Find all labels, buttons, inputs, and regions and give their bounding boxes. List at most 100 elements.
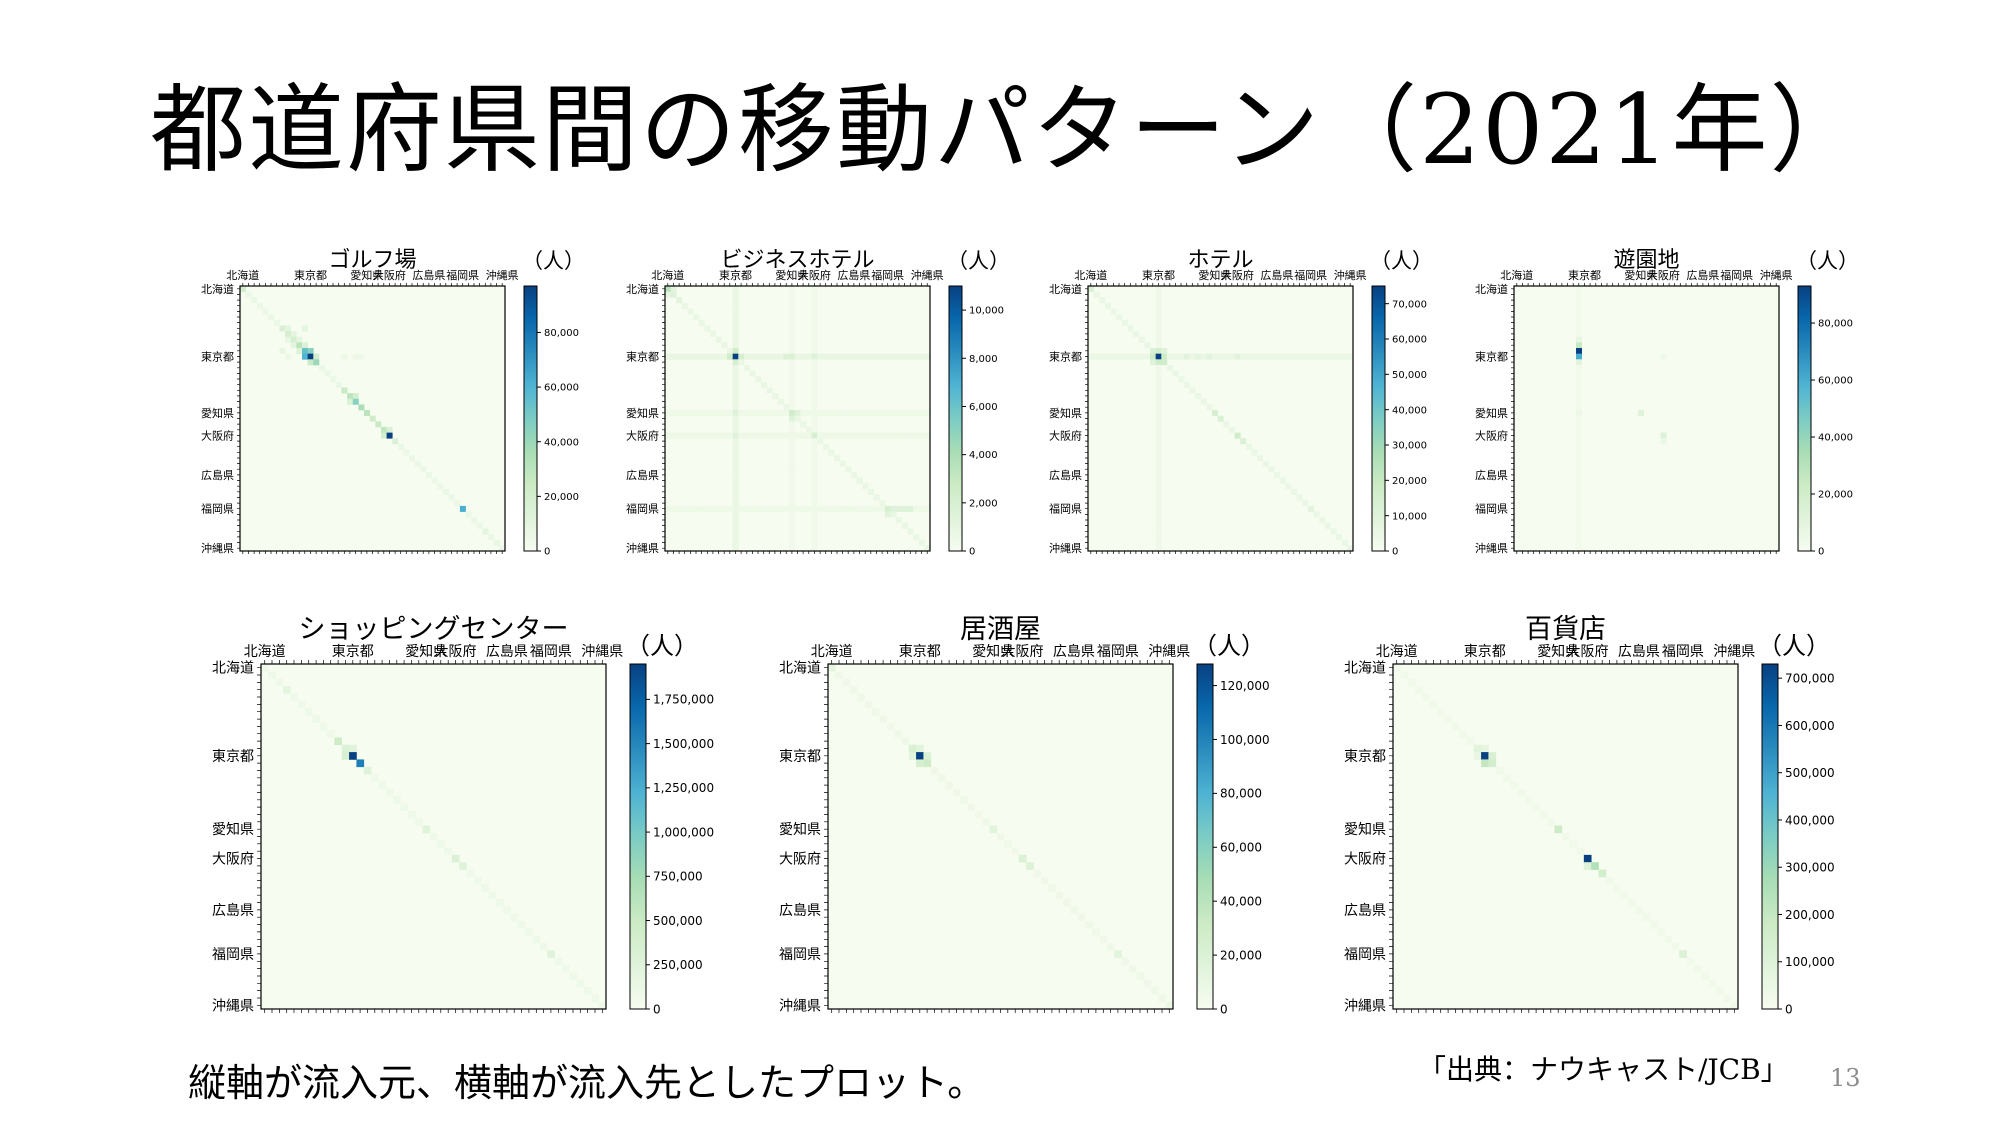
x-tick-label: 愛知県: [972, 643, 1014, 660]
heatmap-cell: [811, 393, 818, 400]
colorbar-unit-label: （人）: [522, 249, 585, 273]
heatmap-cell: [1569, 840, 1577, 848]
heatmap-cell: [749, 353, 756, 360]
x-tick-label: 東京都: [294, 268, 327, 282]
heatmap-cell: [805, 353, 812, 360]
heatmap-cell: [817, 410, 824, 417]
heatmap-cell: [1121, 957, 1130, 966]
heatmap-cell: [488, 891, 497, 900]
heatmap-cell: [1554, 825, 1563, 834]
heatmap-cell: [1576, 331, 1583, 338]
heatmap-cell: [789, 297, 796, 304]
heatmap-cell: [789, 308, 796, 315]
heatmap-cell: [704, 432, 711, 439]
x-tick-label: 福岡県: [871, 268, 904, 282]
x-tick-label: 北海道: [1074, 268, 1107, 282]
heatmap-cell: [811, 342, 818, 349]
heatmap-cell: [1217, 415, 1224, 422]
heatmap-cell: [879, 353, 886, 360]
heatmap-cell: [743, 505, 750, 512]
heatmap-cell: [732, 370, 739, 377]
heatmap-cell: [1576, 410, 1583, 417]
heatmap-cell: [1240, 438, 1247, 445]
heatmap-cell: [732, 472, 739, 479]
heatmap-cell: [1155, 359, 1162, 366]
heatmap-cell: [1576, 297, 1583, 304]
heatmap-cell: [760, 505, 767, 512]
heatmap-cell: [1576, 370, 1583, 377]
page-number: 13: [1830, 1064, 1861, 1092]
heatmap-cell: [811, 381, 818, 388]
heatmap-cell: [794, 505, 801, 512]
heatmap-cell: [1136, 972, 1144, 980]
heatmap-cell: [811, 443, 818, 450]
heatmap-cell: [1576, 387, 1583, 394]
y-tick-label: 北海道: [1475, 282, 1508, 296]
heatmap-cell: [738, 432, 745, 439]
heatmap-cell: [1161, 348, 1168, 355]
heatmap-cell: [789, 381, 796, 388]
heatmap-cell: [1183, 381, 1190, 388]
heatmap-cell: [1155, 477, 1162, 484]
heatmap-cell: [1217, 353, 1224, 360]
heatmap-cell: [1121, 319, 1128, 326]
colorbar-tick-label: 700,000: [1785, 672, 1835, 686]
heatmap-cell: [1407, 678, 1416, 687]
heatmap-cell: [828, 432, 835, 439]
heatmap-cell: [1155, 291, 1162, 298]
heatmap-cell: [789, 534, 796, 541]
heatmap-cell: [777, 353, 784, 360]
heatmap-cell: [839, 353, 846, 360]
heatmap-cell: [738, 359, 745, 366]
heatmap-cell: [845, 505, 852, 512]
heatmap-cell: [749, 370, 756, 377]
heatmap-cell: [896, 432, 903, 439]
heatmap-cell: [1155, 376, 1162, 383]
x-tick-label: 福岡県: [1720, 268, 1753, 282]
colorbar-tick-label: 200,000: [1785, 908, 1835, 922]
heatmap-cell: [341, 353, 348, 360]
heatmap-cell: [1671, 942, 1680, 951]
heatmap-cell: [805, 410, 812, 417]
heatmap-cell: [386, 426, 393, 433]
heatmap-cell: [896, 517, 903, 524]
heatmap-cell: [1212, 353, 1219, 360]
heatmap-cell: [732, 466, 739, 473]
heatmap-cell: [285, 336, 292, 343]
heatmap-cell: [1268, 353, 1275, 360]
heatmap-cell: [811, 286, 818, 292]
heatmap-cell: [437, 840, 445, 848]
heatmap-cell: [1155, 342, 1162, 349]
heatmap-cell: [1110, 308, 1117, 315]
heatmap-cell: [738, 353, 745, 360]
heatmap-cell: [989, 825, 998, 834]
heatmap-cell: [1106, 942, 1115, 951]
heatmap-cell: [862, 432, 869, 439]
x-tick-label: 東京都: [332, 644, 374, 660]
heatmap-cell: [828, 353, 835, 360]
heatmap-cell: [811, 398, 818, 405]
heatmap-cell: [1466, 737, 1475, 746]
heatmap-cell: [1693, 964, 1702, 973]
heatmap-cell: [1183, 353, 1190, 360]
heatmap-cell: [811, 545, 818, 552]
heatmap-cell: [279, 348, 286, 355]
heatmap-cell: [886, 722, 895, 731]
heatmap-cell: [371, 774, 379, 782]
colorbar-tick-label: 80,000: [1220, 787, 1262, 801]
heatmap-cell: [817, 505, 824, 512]
x-tick-label: 愛知県: [405, 643, 447, 660]
heatmap-cell: [732, 522, 739, 529]
colorbar-tick-label: 100,000: [1220, 733, 1270, 747]
heatmap-cell: [721, 353, 728, 360]
heatmap-cell: [454, 500, 461, 507]
colorbar: [948, 285, 963, 552]
heatmap-cell: [856, 432, 863, 439]
heatmap-cell: [766, 432, 773, 439]
heatmap-cell: [1330, 353, 1337, 360]
heatmap-cell: [890, 511, 897, 518]
heatmap-cell: [1307, 505, 1314, 512]
heatmap-cell: [755, 410, 762, 417]
heatmap-cell: [890, 432, 897, 439]
heatmap-cell: [811, 455, 818, 462]
